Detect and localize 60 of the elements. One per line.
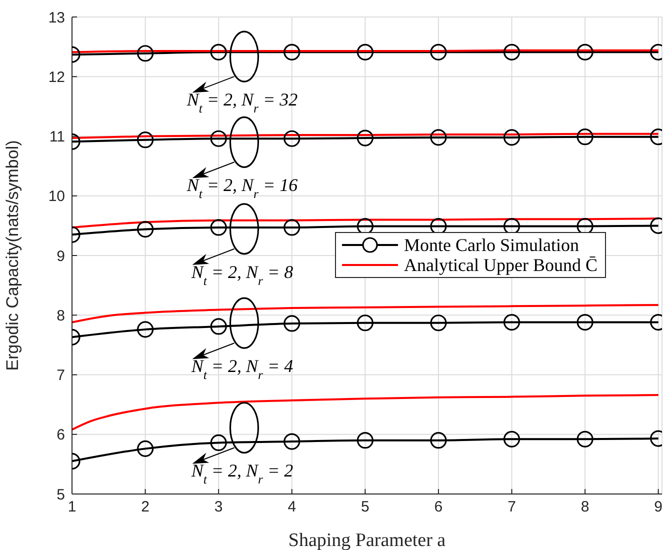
point (356, 44, 374, 60)
point (210, 130, 227, 147)
y-tick-label: 13 (48, 9, 65, 26)
y-tick-label: 9 (56, 248, 65, 265)
x-tick-label: 2 (141, 498, 150, 516)
x-tick-label: 7 (508, 498, 516, 516)
x-tick-label: 4 (288, 498, 296, 516)
point (356, 432, 374, 449)
point (284, 433, 300, 450)
line-series (72, 394, 660, 431)
point (576, 314, 594, 331)
x-tick-label: 1 (68, 498, 76, 516)
point (576, 430, 594, 448)
legend-label: Analytical Upper Bound C̄ (404, 255, 598, 275)
annotation: N$_{t}$ = 2, N$_{r}$ = 8 (190, 262, 294, 288)
y-tick-label: 5 (56, 486, 65, 504)
point (284, 44, 300, 60)
point (136, 321, 154, 338)
point (136, 132, 154, 148)
x-tick-label: 9 (654, 498, 663, 516)
y-axis-title: Ergodic Capacity(nats/symbol) (3, 140, 22, 371)
point (503, 129, 520, 146)
point (430, 44, 447, 60)
y-tick-label: 12 (48, 68, 65, 86)
line-series (72, 304, 660, 324)
annotation: N$_{t}$ = 2, N$_{r}$ = 32 (186, 90, 298, 116)
point (136, 440, 154, 457)
point (503, 430, 520, 448)
point (430, 314, 447, 332)
point (503, 44, 520, 60)
x-tick-label: 3 (214, 498, 223, 516)
point (284, 315, 300, 332)
point (210, 318, 227, 335)
y-tick-label: 8 (56, 307, 65, 324)
point (576, 128, 594, 146)
annotation: N$_{t}$ = 2, N$_{r}$ = 16 (186, 175, 298, 202)
point (430, 432, 447, 449)
legend-label: Monte Carlo Simulation (404, 235, 579, 255)
point (136, 220, 154, 238)
point (503, 314, 520, 331)
y-tick-label: 10 (48, 188, 65, 206)
x-tick-label: 8 (580, 498, 590, 516)
y-tick-label: 7 (56, 367, 65, 384)
y-tick-label: 11 (49, 128, 65, 146)
x-tick-label: 5 (360, 498, 370, 516)
annotation: N$_{t}$ = 2, N$_{r}$ = 2 (190, 460, 294, 487)
point (210, 219, 227, 236)
point (284, 219, 300, 236)
annotation: N$_{t}$ = 2, N$_{r}$ = 4 (190, 356, 294, 382)
point (210, 434, 227, 452)
point (356, 314, 374, 332)
point (430, 129, 447, 146)
point (284, 130, 300, 147)
y-tick-label: 6 (56, 426, 65, 444)
x-tick-label: 6 (434, 498, 443, 516)
point (576, 44, 594, 60)
point (210, 44, 227, 60)
x-axis-title: Shaping Parameter a (288, 530, 446, 550)
point (136, 45, 154, 62)
point (356, 130, 374, 146)
